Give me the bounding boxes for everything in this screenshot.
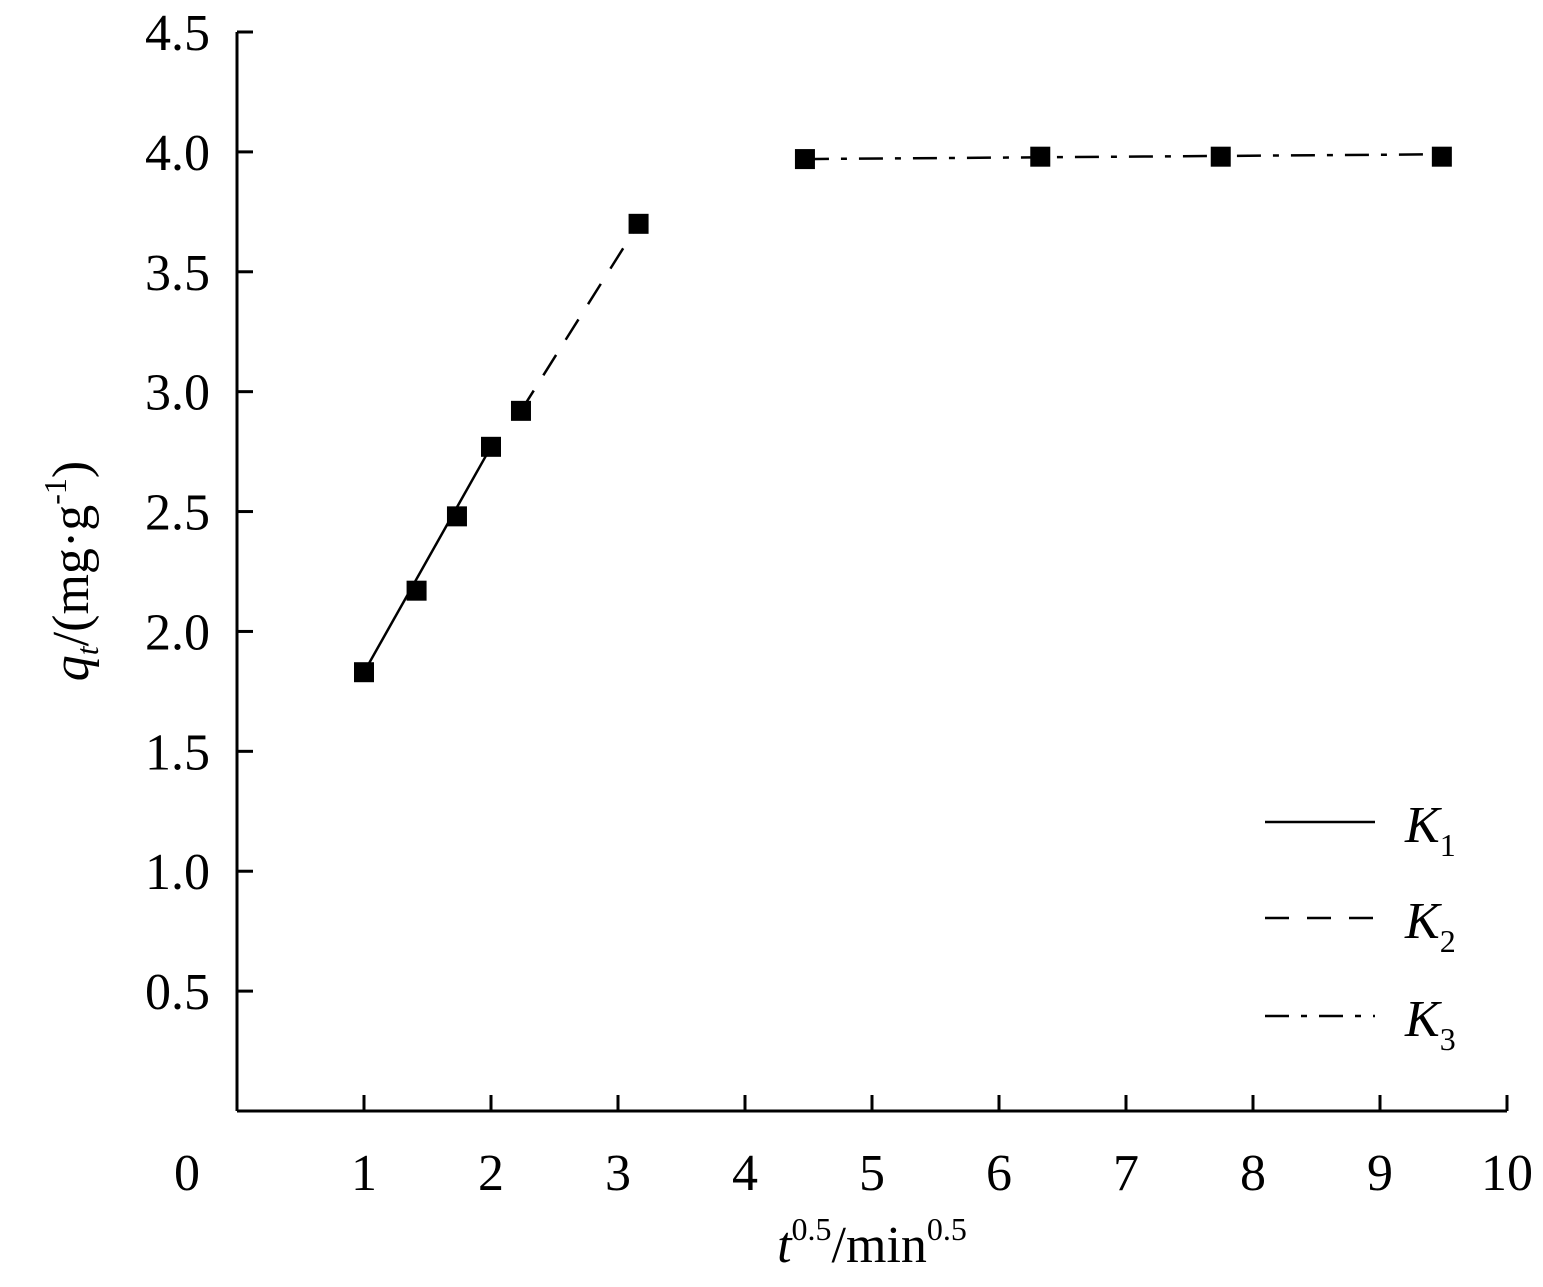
data-point-8 bbox=[1030, 146, 1051, 167]
y-tick-label-6: 3.5 bbox=[145, 245, 210, 302]
fit-line-3 bbox=[804, 153, 1442, 161]
x-tick-label-0: 0 bbox=[174, 1145, 200, 1202]
y-tick-label-5: 3.0 bbox=[145, 365, 210, 422]
fit-lines bbox=[362, 153, 1442, 673]
data-point-4 bbox=[481, 436, 501, 457]
x-tick-label-5: 5 bbox=[859, 1145, 885, 1202]
data-point-2 bbox=[406, 580, 427, 601]
axes bbox=[235, 32, 1507, 1113]
x-tick-label-9: 9 bbox=[1367, 1145, 1393, 1202]
x-tick-label-7: 7 bbox=[1113, 1145, 1139, 1202]
fit-line-1 bbox=[362, 446, 493, 673]
ticks bbox=[237, 30, 1509, 1111]
data-point-1 bbox=[354, 662, 374, 683]
y-tick-label-8: 4.5 bbox=[145, 5, 210, 62]
legend-label-2: K2 bbox=[1404, 893, 1456, 959]
data-point-9 bbox=[1210, 146, 1231, 167]
tick-labels: 0 1 2 3 4 5 6 7 8 9 10 0.5 1.0 1.5 2.0 2.5 3.0 3.5 4.0 4.5 bbox=[145, 5, 1533, 1202]
x-tick-label-1: 1 bbox=[351, 1145, 377, 1202]
y-tick-label-7: 4.0 bbox=[145, 125, 210, 182]
data-markers bbox=[354, 146, 1452, 683]
x-tick-label-3: 3 bbox=[605, 1145, 631, 1202]
legend-label-3: K3 bbox=[1404, 991, 1456, 1057]
y-tick-label-3: 2.0 bbox=[145, 604, 210, 661]
x-axis-title: t0.5/min0.5 bbox=[777, 1211, 967, 1274]
x-tick-label-6: 6 bbox=[986, 1145, 1012, 1202]
data-point-7 bbox=[794, 149, 815, 170]
y-axis-title: qt/(mg·g-1) bbox=[37, 461, 105, 681]
data-point-5 bbox=[510, 400, 531, 421]
x-tick-label-10: 10 bbox=[1481, 1145, 1533, 1202]
legend: K1 K2 K3 bbox=[1265, 797, 1456, 1057]
data-point-6 bbox=[628, 213, 649, 234]
x-tick-label-4: 4 bbox=[732, 1145, 758, 1202]
x-tick-label-8: 8 bbox=[1240, 1145, 1266, 1202]
data-point-3 bbox=[446, 506, 467, 527]
y-tick-label-4: 2.5 bbox=[145, 485, 210, 542]
y-tick-label-1: 1.0 bbox=[145, 844, 210, 901]
data-point-10 bbox=[1431, 146, 1452, 167]
legend-label-1: K1 bbox=[1404, 797, 1456, 863]
fit-line-2 bbox=[519, 223, 640, 412]
y-tick-label-0: 0.5 bbox=[145, 964, 210, 1021]
x-tick-label-2: 2 bbox=[478, 1145, 504, 1202]
y-tick-label-2: 1.5 bbox=[145, 724, 210, 781]
